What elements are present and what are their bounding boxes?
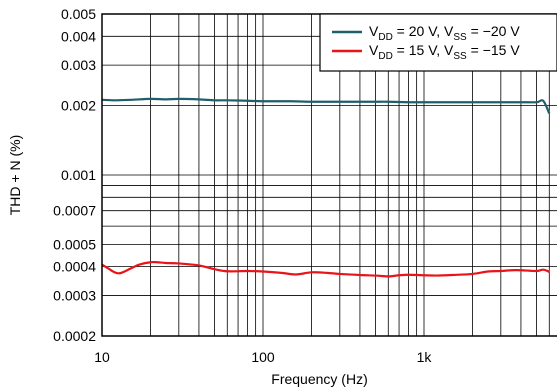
y-tick-label: 0.0002 [53,328,96,344]
legend-box [319,13,557,72]
legend: VDD = 20 V, VSS = −20 V VDD = 15 V, VSS … [319,13,557,72]
y-tick-label: 0.004 [61,28,96,44]
y-tick-label: 0.0003 [53,287,96,303]
x-tick-label: 1k [417,349,433,365]
legend-entry-series-2: VDD = 15 V, VSS = −15 V [369,42,520,62]
legend-entry-series-1: VDD = 20 V, VSS = −20 V [369,23,520,43]
y-axis-ticks: 0.0002 0.0003 0.0004 0.0005 0.0007 0.001 0.002… [53,6,96,344]
y-tick-label: 0.003 [61,57,96,73]
series-layer [102,97,551,278]
y-tick-label: 0.0004 [53,259,96,275]
x-tick-label: 100 [251,349,275,365]
y-tick-label: 0.002 [61,98,96,114]
series-line-2 [102,260,550,278]
y-tick-label: 0.0007 [53,203,96,219]
x-axis-label: Frequency (Hz) [271,371,367,387]
y-axis-label: THD + N (%) [7,135,23,216]
x-axis-ticks: 10 100 1k [94,349,432,365]
series-line-1 [102,97,551,114]
y-tick-label: 0.005 [61,6,96,22]
y-tick-label: 0.0005 [53,236,96,252]
x-tick-label: 10 [94,349,110,365]
y-tick-label: 0.001 [61,167,96,183]
